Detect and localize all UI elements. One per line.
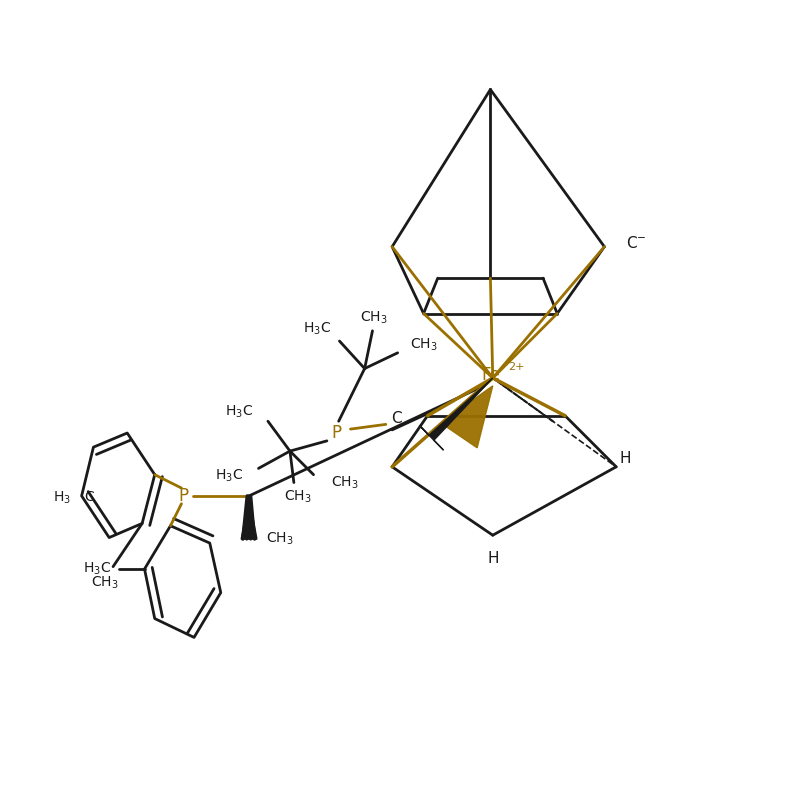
Text: P: P <box>178 487 189 505</box>
Text: H$_3$: H$_3$ <box>53 490 71 506</box>
Polygon shape <box>242 496 257 539</box>
Text: Fe: Fe <box>481 366 500 384</box>
Text: CH$_3$: CH$_3$ <box>284 489 312 505</box>
Text: H: H <box>487 550 498 566</box>
Text: C: C <box>85 490 94 505</box>
Text: H$_3$C: H$_3$C <box>214 468 242 485</box>
Polygon shape <box>441 386 493 448</box>
Text: CH$_3$: CH$_3$ <box>91 574 119 590</box>
Text: CH$_3$: CH$_3$ <box>331 474 358 490</box>
Text: C$^{-}$: C$^{-}$ <box>626 234 646 250</box>
Text: H$_3$C: H$_3$C <box>303 321 331 338</box>
Polygon shape <box>419 378 493 450</box>
Text: P: P <box>331 424 342 442</box>
Text: CH$_3$: CH$_3$ <box>410 337 438 353</box>
Text: H: H <box>620 450 631 466</box>
Text: H$_3$C: H$_3$C <box>225 403 253 420</box>
Text: C: C <box>390 410 402 426</box>
Text: 2+: 2+ <box>508 362 525 372</box>
Text: CH$_3$: CH$_3$ <box>266 531 294 547</box>
Text: H$_3$C: H$_3$C <box>83 561 111 578</box>
Text: CH$_3$: CH$_3$ <box>360 310 388 326</box>
